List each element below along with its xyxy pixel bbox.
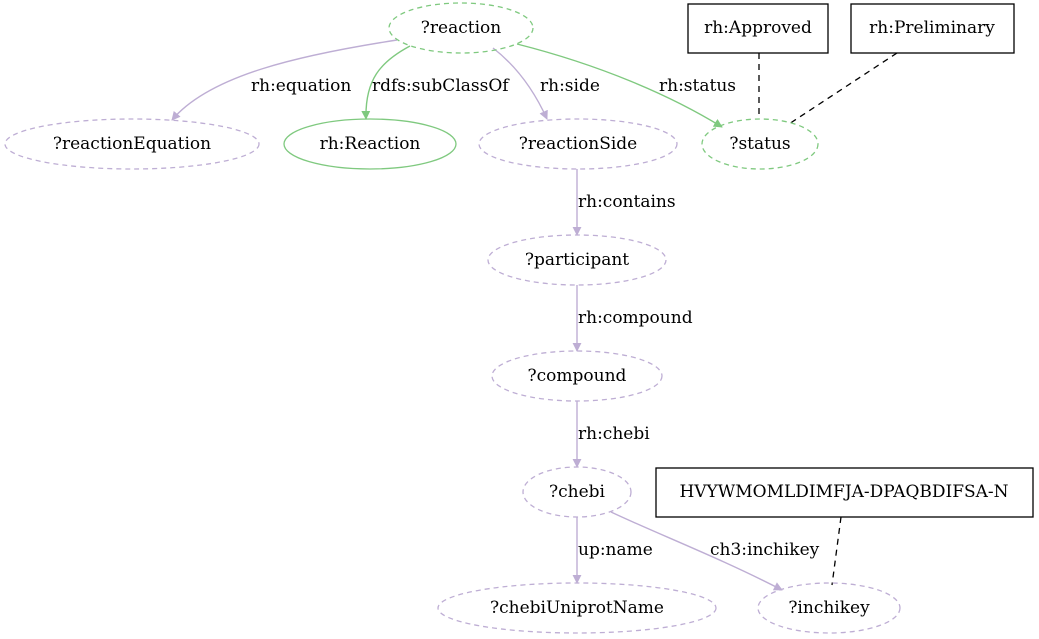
node-status: ?status [701, 118, 819, 170]
edge-label-inchikey: ch3:inchikey [710, 540, 820, 560]
edge-side [492, 47, 548, 120]
edge-equation [171, 39, 398, 121]
edge-label-status: rh:status [659, 76, 736, 96]
nodes: ?reaction rh:Approved rh:Preliminary ?re… [4, 2, 1034, 634]
edge-label-subclass-of: rdfs:subClassOf [372, 76, 510, 96]
node-participant: ?participant [487, 234, 667, 286]
node-rh-reaction: rh:Reaction [283, 118, 457, 170]
node-chebi-uniprot-name: ?chebiUniprotName [437, 582, 717, 634]
node-approved-label: rh:Approved [704, 18, 812, 38]
node-reaction-label: ?reaction [421, 18, 501, 38]
node-inchikey-label: ?inchikey [788, 598, 870, 618]
edge-labels: rh:equation rdfs:subClassOf rh:side rh:s… [251, 76, 820, 560]
node-preliminary-label: rh:Preliminary [869, 18, 995, 38]
node-approved: rh:Approved [687, 3, 829, 54]
node-participant-label: ?participant [525, 250, 629, 270]
edge-inchikey [610, 511, 783, 591]
edge-subclass-of [361, 45, 411, 120]
edge-label-equation: rh:equation [251, 76, 351, 96]
node-inchikey-value: HVYWMOMLDIMFJA-DPAQBDIFSA-N [655, 467, 1034, 518]
edge-label-side: rh:side [540, 76, 600, 96]
edges [171, 39, 898, 591]
node-reaction-equation-label: ?reactionEquation [53, 134, 211, 154]
node-inchikey: ?inchikey [757, 582, 901, 634]
node-preliminary: rh:Preliminary [850, 3, 1015, 54]
node-chebi-uniprot-name-label: ?chebiUniprotName [490, 598, 664, 618]
edge-label-chebi: rh:chebi [578, 424, 650, 444]
edge-status [516, 43, 723, 128]
node-reaction-side-label: ?reactionSide [519, 134, 637, 154]
node-chebi: ?chebi [522, 466, 632, 518]
node-inchikey-value-label: HVYWMOMLDIMFJA-DPAQBDIFSA-N [679, 482, 1008, 502]
node-reaction-side: ?reactionSide [478, 118, 678, 170]
edge-label-contains: rh:contains [578, 192, 676, 212]
edge-inchikey-value-link [831, 516, 842, 586]
edge-label-name: up:name [578, 540, 653, 560]
edge-preliminary-link [788, 52, 898, 125]
node-compound: ?compound [491, 350, 663, 402]
node-chebi-label: ?chebi [549, 482, 606, 502]
edge-label-compound: rh:compound [578, 308, 693, 328]
node-reaction: ?reaction [388, 2, 534, 54]
node-compound-label: ?compound [528, 366, 627, 386]
node-reaction-equation: ?reactionEquation [4, 118, 260, 170]
node-rh-reaction-label: rh:Reaction [320, 134, 421, 154]
node-status-label: ?status [729, 134, 790, 154]
